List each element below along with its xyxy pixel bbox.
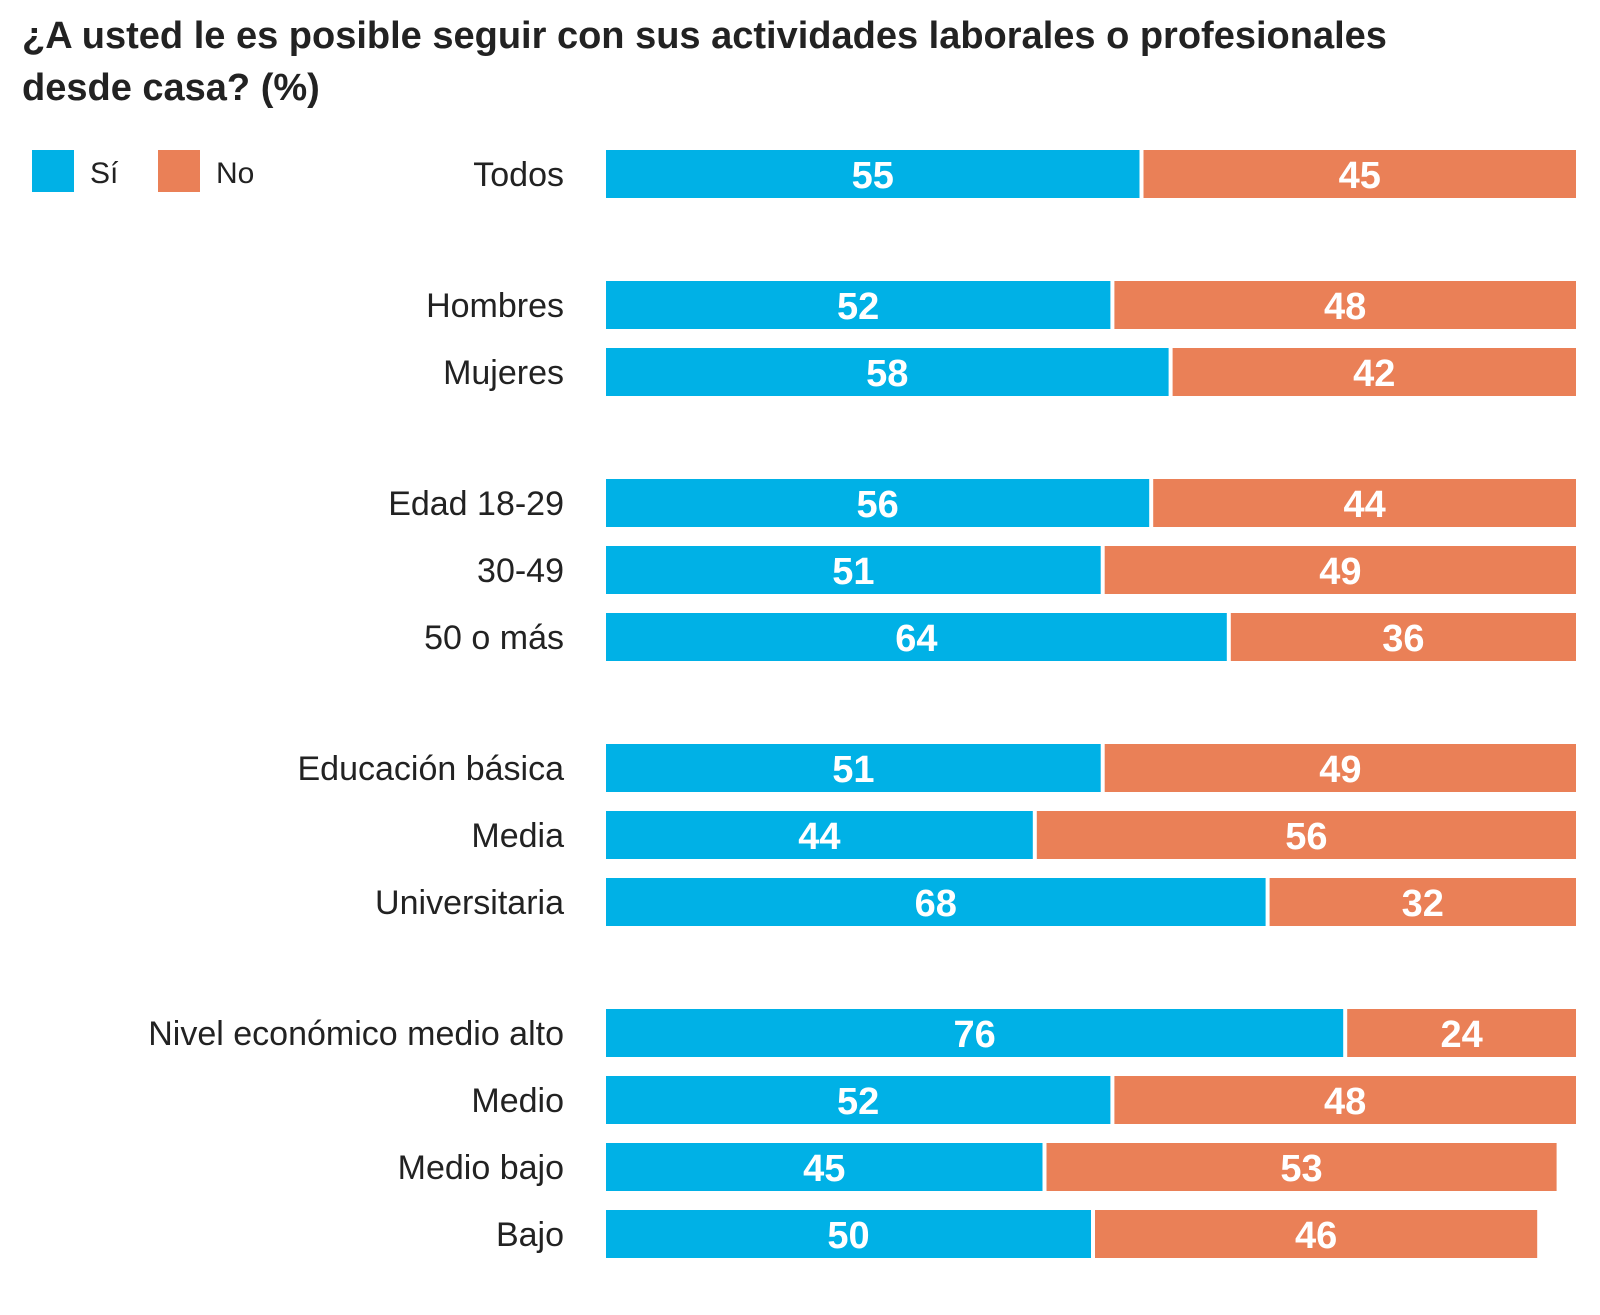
bar-no-todos xyxy=(1143,150,1576,198)
category-label-nivel-economico-medio-alto: Nivel económico medio alto xyxy=(148,1015,564,1053)
value-label-si-30-49: 51 xyxy=(832,551,874,593)
category-label-30-49: 30-49 xyxy=(477,552,564,590)
value-label-si-hombres: 52 xyxy=(837,286,879,328)
value-label-si-universitaria: 68 xyxy=(915,883,957,925)
value-label-si-bajo: 50 xyxy=(827,1215,869,1257)
category-label-mujeres: Mujeres xyxy=(443,354,564,392)
bar-si-educacion-basica xyxy=(606,744,1101,792)
category-label-todos: Todos xyxy=(473,156,564,194)
value-label-no-hombres: 48 xyxy=(1324,286,1366,328)
bar-no-mujeres xyxy=(1172,348,1576,396)
bar-si-medio-bajo xyxy=(606,1143,1043,1191)
bar-no-hombres xyxy=(1114,281,1576,329)
legend-label-si: Sí xyxy=(90,157,119,190)
bar-si-edad-18-29 xyxy=(606,479,1150,527)
bar-no-30-49 xyxy=(1104,546,1576,594)
value-label-si-nivel-economico-medio-alto: 76 xyxy=(953,1014,995,1056)
legend-swatch-si xyxy=(32,150,74,192)
value-label-si-mujeres: 58 xyxy=(866,353,908,395)
value-label-no-media: 56 xyxy=(1285,816,1327,858)
bar-si-30-49 xyxy=(606,546,1101,594)
value-label-no-bajo: 46 xyxy=(1295,1215,1337,1257)
chart-title: ¿A usted le es posible seguir con sus ac… xyxy=(22,15,1387,109)
value-label-no-50-o-mas: 36 xyxy=(1382,618,1424,660)
bar-no-medio-bajo xyxy=(1046,1143,1557,1191)
category-label-universitaria: Universitaria xyxy=(375,884,564,922)
value-label-no-mujeres: 42 xyxy=(1353,353,1395,395)
bar-no-medio xyxy=(1114,1076,1576,1124)
category-label-media: Media xyxy=(471,817,564,855)
category-label-medio-bajo: Medio bajo xyxy=(398,1149,564,1187)
bar-no-universitaria xyxy=(1269,878,1576,926)
category-label-50-o-mas: 50 o más xyxy=(424,619,564,657)
bar-no-media xyxy=(1036,811,1576,859)
value-label-no-todos: 45 xyxy=(1339,155,1381,197)
category-label-edad-18-29: Edad 18-29 xyxy=(388,485,564,523)
value-label-no-universitaria: 32 xyxy=(1402,883,1444,925)
value-label-no-edad-18-29: 44 xyxy=(1343,484,1385,526)
value-label-no-educacion-basica: 49 xyxy=(1319,749,1361,791)
bar-si-bajo xyxy=(606,1210,1091,1258)
bar-si-medio xyxy=(606,1076,1111,1124)
value-label-si-50-o-mas: 64 xyxy=(895,618,937,660)
legend-swatch-no xyxy=(158,150,200,192)
value-label-si-media: 44 xyxy=(798,816,840,858)
bar-si-nivel-economico-medio-alto xyxy=(606,1009,1344,1057)
category-label-educacion-basica: Educación básica xyxy=(297,750,564,788)
bar-no-educacion-basica xyxy=(1104,744,1576,792)
bar-no-nivel-economico-medio-alto xyxy=(1347,1009,1576,1057)
category-label-medio: Medio xyxy=(471,1082,564,1120)
bar-no-edad-18-29 xyxy=(1153,479,1576,527)
category-label-hombres: Hombres xyxy=(426,287,564,325)
bar-si-50-o-mas xyxy=(606,613,1227,661)
bar-si-hombres xyxy=(606,281,1111,329)
bar-si-universitaria xyxy=(606,878,1266,926)
value-label-no-medio-bajo: 53 xyxy=(1280,1148,1322,1190)
value-label-no-medio: 48 xyxy=(1324,1081,1366,1123)
value-label-si-todos: 55 xyxy=(852,155,894,197)
value-label-si-educacion-basica: 51 xyxy=(832,749,874,791)
category-label-bajo: Bajo xyxy=(496,1216,564,1254)
bar-si-mujeres xyxy=(606,348,1169,396)
value-label-si-medio-bajo: 45 xyxy=(803,1148,845,1190)
bar-si-todos xyxy=(606,150,1140,198)
bar-no-bajo xyxy=(1095,1210,1538,1258)
legend-label-no: No xyxy=(216,157,255,190)
value-label-si-medio: 52 xyxy=(837,1081,879,1123)
value-label-no-30-49: 49 xyxy=(1319,551,1361,593)
bar-si-media xyxy=(606,811,1033,859)
value-label-no-nivel-economico-medio-alto: 24 xyxy=(1440,1014,1482,1056)
bar-no-50-o-mas xyxy=(1230,613,1576,661)
value-label-si-edad-18-29: 56 xyxy=(856,484,898,526)
